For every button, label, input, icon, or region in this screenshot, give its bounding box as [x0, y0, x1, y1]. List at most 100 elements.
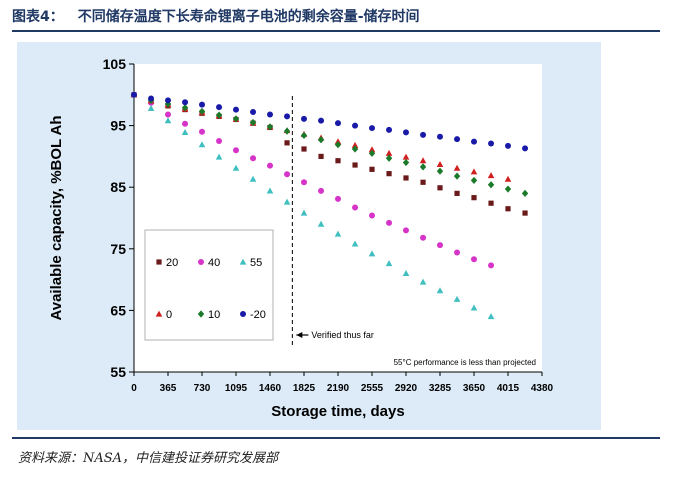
data-point-10 — [181, 104, 189, 112]
data-point--20 — [386, 126, 393, 133]
legend-label: 10 — [208, 309, 220, 321]
x-tick-label: 3285 — [429, 383, 452, 394]
data-point--20 — [131, 91, 137, 98]
x-tick-label: 730 — [194, 383, 211, 394]
y-tick-label: 65 — [110, 302, 126, 318]
data-point-20 — [318, 153, 324, 159]
legend-label: 20 — [166, 257, 178, 269]
data-point-40 — [233, 147, 239, 154]
data-point-40 — [182, 120, 189, 127]
legend-marker-40 — [198, 259, 204, 265]
chart: 55 65 75 85 95 105 0 365 730 1095 1460 1825 2190 2555… — [17, 42, 601, 430]
data-point-10 — [215, 111, 223, 119]
y-tick-label: 55 — [110, 364, 126, 380]
data-point-55 — [266, 187, 274, 194]
data-point--20 — [522, 145, 529, 152]
x-tick-label: 2555 — [361, 383, 384, 394]
data-point-55 — [181, 128, 189, 135]
data-point--20 — [199, 101, 205, 108]
data-point-40 — [284, 171, 291, 178]
data-point-40 — [352, 204, 359, 211]
data-point-10 — [198, 107, 206, 116]
source-note: 资料来源：NASA，中信建投证券研究发展部 — [18, 451, 279, 466]
x-tick-label: 1825 — [293, 383, 316, 394]
top-rule — [12, 30, 660, 32]
x-tick-label: 4015 — [497, 383, 520, 394]
x-tick-label: 0 — [131, 383, 137, 394]
data-point--20 — [437, 133, 443, 140]
data-point--20 — [471, 138, 477, 145]
data-point--20 — [301, 115, 307, 122]
bottom-rule — [12, 437, 660, 439]
data-point-10 — [232, 115, 240, 123]
data-point-55 — [470, 304, 478, 311]
data-point-40 — [369, 212, 375, 219]
legend-marker-55 — [239, 258, 247, 265]
data-point-55 — [385, 260, 393, 267]
verified-label: Verified thus far — [311, 330, 374, 340]
figure-caption: 不同储存温度下长寿命锂离子电池的剩余容量-储存时间 — [77, 9, 420, 25]
data-point-10 — [402, 158, 410, 167]
data-point-20 — [471, 195, 477, 201]
data-point--20 — [148, 95, 155, 102]
legend-marker-20 — [156, 259, 162, 265]
data-point-10 — [164, 100, 172, 108]
data-point-55 — [351, 240, 359, 247]
data-point-0 — [385, 149, 393, 156]
y-tick-label: 75 — [110, 241, 126, 257]
data-point--20 — [318, 117, 325, 124]
data-point-55 — [436, 287, 444, 294]
data-point--20 — [505, 142, 511, 149]
data-point-20 — [369, 166, 375, 172]
data-point-55 — [334, 230, 342, 237]
data-point-40 — [318, 187, 325, 194]
x-tick-label: 2190 — [327, 383, 350, 394]
data-point-20 — [437, 185, 443, 191]
y-tick-label: 105 — [103, 56, 127, 72]
y-tick-label: 85 — [110, 179, 126, 195]
x-tick-label: 2920 — [395, 383, 418, 394]
data-point-40 — [403, 227, 409, 234]
legend-label: -20 — [250, 309, 266, 321]
data-point-10 — [453, 172, 461, 180]
data-point-55 — [283, 198, 291, 205]
data-point-10 — [368, 149, 376, 157]
data-point-10 — [470, 176, 478, 185]
data-point-0 — [436, 161, 444, 168]
data-point-55 — [368, 250, 376, 257]
legend-label: 0 — [166, 309, 172, 321]
data-point-0 — [453, 164, 461, 171]
data-point-40 — [216, 138, 223, 144]
data-point--20 — [335, 120, 341, 127]
data-point-20 — [522, 210, 528, 216]
figure-label: 图表4： — [12, 9, 64, 25]
data-point-55 — [249, 175, 257, 182]
data-point-20 — [505, 206, 511, 212]
data-point-40 — [250, 155, 257, 162]
data-point-40 — [301, 179, 307, 186]
y-tick-label: 95 — [110, 118, 126, 134]
x-tick-label: 1095 — [225, 383, 248, 394]
data-point-40 — [267, 162, 273, 169]
data-point-55 — [300, 209, 308, 216]
data-point-10 — [436, 167, 444, 175]
data-point-10 — [504, 185, 512, 193]
x-tick-label: 4380 — [531, 383, 554, 394]
data-point-20 — [301, 146, 307, 152]
data-point-40 — [488, 262, 495, 269]
data-point--20 — [403, 129, 409, 136]
data-point--20 — [182, 99, 189, 106]
data-point--20 — [216, 104, 223, 111]
data-point-0 — [487, 172, 495, 179]
data-point-40 — [199, 128, 205, 135]
data-point-40 — [471, 256, 477, 263]
legend-marker-0 — [155, 310, 163, 317]
data-point--20 — [454, 136, 461, 143]
data-point--20 — [420, 131, 427, 138]
data-point-40 — [386, 219, 393, 226]
data-point-55 — [147, 104, 155, 111]
data-point-10 — [317, 136, 325, 144]
data-point-55 — [164, 117, 172, 124]
y-axis-label: Available capacity, %BOL Ah — [48, 115, 65, 320]
data-point-0 — [402, 153, 410, 160]
